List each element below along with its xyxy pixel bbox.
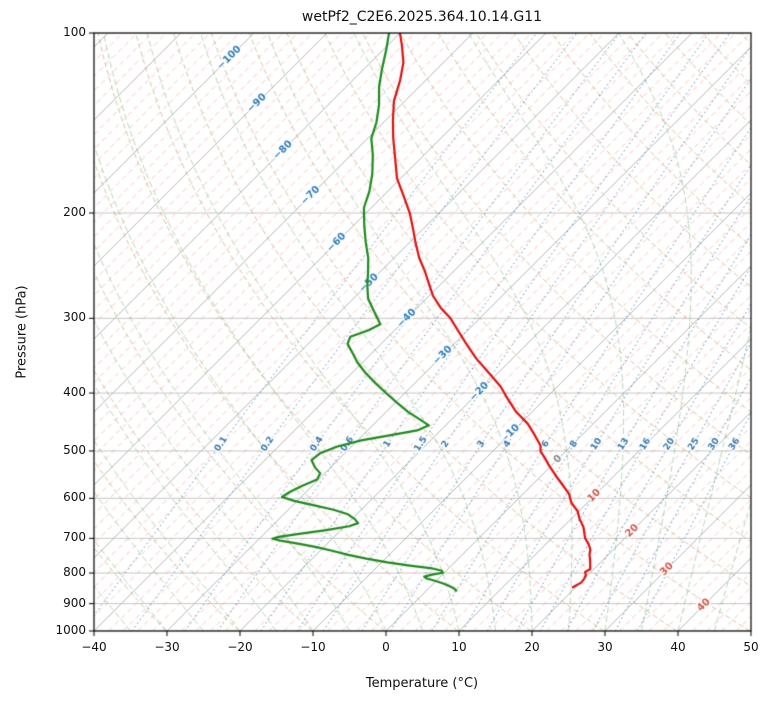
x-tick-label: 50 [743,640,759,654]
x-tick-label: −30 [154,640,180,654]
y-tick-label: 1000 [55,623,86,637]
x-tick-label: −10 [300,640,326,654]
y-tick-label: 700 [63,530,86,545]
x-tick-label: 40 [670,640,686,654]
x-tick-label: 20 [524,640,540,654]
x-tick-label: −20 [227,640,253,654]
y-tick-label: 800 [63,565,86,580]
x-tick-label: 10 [451,640,467,654]
chart-title: wetPf2_C2E6.2025.364.10.14.G11 [301,9,543,25]
y-tick-label: 200 [63,205,86,220]
x-tick-label: 0 [382,640,390,654]
x-tick-label: 30 [597,640,613,654]
y-tick-label: 400 [63,385,86,400]
y-tick-label: 300 [63,310,86,325]
y-axis-label: Pressure (hPa) [14,285,30,379]
y-tick-label: 500 [63,442,86,457]
x-tick-label: −40 [81,640,107,654]
x-axis-label: Temperature (°C) [365,676,479,691]
y-tick-label: 600 [63,490,86,505]
y-tick-label: 100 [63,25,86,39]
y-tick-label: 900 [63,595,86,610]
